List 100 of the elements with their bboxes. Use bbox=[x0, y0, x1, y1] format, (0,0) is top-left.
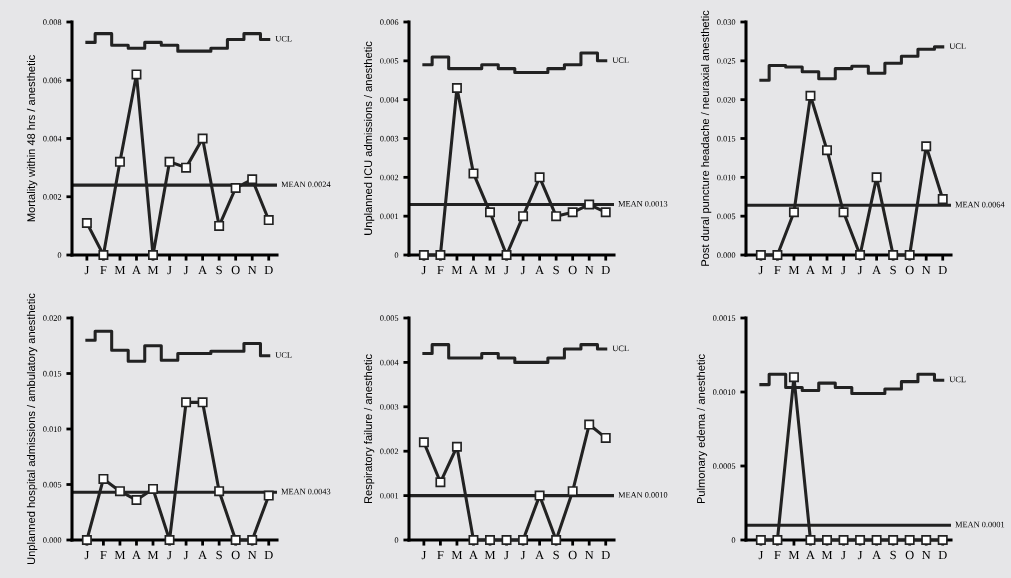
point bbox=[822, 145, 833, 156]
point bbox=[435, 249, 446, 261]
y-tick-label: 0.0005 bbox=[712, 463, 736, 470]
x-tick-label: A bbox=[469, 550, 478, 560]
point bbox=[131, 495, 142, 506]
y-tick-label: 0.020 bbox=[43, 315, 62, 322]
point bbox=[855, 249, 866, 261]
x-tick-label: S bbox=[553, 550, 559, 560]
y-tick-label: 0.002 bbox=[380, 174, 399, 181]
y-axis-title: Unplanned hospital admissions / ambulatory anesthetic bbox=[26, 293, 38, 565]
x-tick-label: O bbox=[568, 265, 577, 275]
y-tick-label: 0.010 bbox=[717, 174, 736, 181]
x-tick-label: J bbox=[758, 265, 764, 275]
point bbox=[485, 534, 496, 546]
y-tick-label: 0.004 bbox=[43, 135, 62, 142]
y-tick-label: 0.002 bbox=[380, 448, 399, 455]
y-tick-label: 0.004 bbox=[380, 359, 399, 366]
point bbox=[230, 183, 241, 194]
x-tick-label: O bbox=[231, 265, 240, 275]
x-tick-label: J bbox=[520, 265, 526, 275]
x-tick-label: M bbox=[484, 265, 496, 275]
x-tick-label: J bbox=[520, 550, 526, 560]
x-tick-label: M bbox=[484, 550, 496, 560]
point bbox=[451, 441, 462, 452]
x-tick-label: M bbox=[821, 550, 833, 560]
point bbox=[263, 490, 274, 501]
x-tick-label: O bbox=[905, 550, 914, 560]
point bbox=[247, 534, 258, 546]
point bbox=[214, 220, 225, 231]
x-tick-label: A bbox=[469, 265, 478, 275]
x-tick-label: A bbox=[198, 265, 208, 275]
x-tick-label: A bbox=[806, 265, 815, 275]
x-tick-label: J bbox=[167, 265, 172, 275]
x-tick-label: J bbox=[841, 550, 846, 560]
x-tick-label: O bbox=[905, 265, 914, 275]
x-tick-label: D bbox=[938, 550, 947, 560]
point bbox=[468, 534, 479, 546]
y-tick-label: 0.005 bbox=[717, 213, 736, 220]
point bbox=[772, 249, 783, 261]
point bbox=[148, 249, 159, 261]
y-tick-label: 0 bbox=[57, 252, 62, 258]
point bbox=[451, 83, 462, 94]
point bbox=[131, 69, 142, 80]
x-tick-label: N bbox=[585, 550, 594, 560]
point bbox=[164, 156, 175, 167]
x-tick-label: M bbox=[788, 550, 800, 560]
y-tick-label: 0.006 bbox=[43, 77, 62, 84]
y-tick-label: 0.001 bbox=[380, 213, 399, 220]
x-tick-label: D bbox=[938, 265, 947, 275]
ref-line-label: MEAN 0.0043 bbox=[281, 488, 331, 495]
y-tick-label: 0 bbox=[731, 537, 736, 543]
y-tick-label: 0.0010 bbox=[712, 389, 736, 396]
x-tick-label: F bbox=[100, 550, 107, 560]
x-tick-label: F bbox=[774, 550, 781, 560]
y-axis-title: Respiratory failure / anesthetic bbox=[363, 354, 375, 504]
point bbox=[888, 249, 899, 261]
x-tick-label: J bbox=[504, 550, 509, 560]
x-tick-label: J bbox=[504, 265, 509, 275]
point bbox=[904, 249, 915, 261]
x-tick-label: J bbox=[857, 550, 863, 560]
point bbox=[788, 207, 799, 218]
point bbox=[81, 534, 92, 546]
point bbox=[418, 249, 429, 261]
x-tick-label: N bbox=[585, 265, 594, 275]
series-label: UCL bbox=[949, 43, 966, 49]
point bbox=[937, 194, 948, 205]
y-tick-label: 0.005 bbox=[43, 481, 62, 488]
x-tick-label: S bbox=[553, 265, 559, 275]
point bbox=[551, 534, 562, 546]
point bbox=[181, 162, 192, 173]
ref-line-label: MEAN 0.0024 bbox=[281, 181, 331, 188]
y-tick-label: 0.000 bbox=[717, 252, 736, 259]
x-tick-label: F bbox=[437, 550, 444, 560]
point bbox=[230, 534, 241, 546]
point bbox=[148, 483, 159, 494]
x-tick-label: S bbox=[890, 550, 896, 560]
point bbox=[114, 486, 125, 497]
x-tick-label: N bbox=[248, 265, 257, 275]
point bbox=[197, 133, 208, 144]
y-tick-label: 0.008 bbox=[43, 19, 62, 26]
point bbox=[600, 432, 611, 443]
point bbox=[600, 207, 611, 218]
x-tick-label: J bbox=[421, 550, 427, 560]
x-tick-label: J bbox=[167, 550, 172, 560]
x-tick-label: J bbox=[857, 265, 863, 275]
ref-line-label: MEAN 0.0001 bbox=[955, 521, 1005, 528]
series-label: UCL bbox=[275, 35, 292, 42]
point bbox=[418, 437, 429, 448]
point bbox=[247, 174, 258, 185]
x-tick-label: F bbox=[774, 265, 781, 275]
x-tick-label: S bbox=[216, 550, 222, 560]
y-tick-label: 0.004 bbox=[380, 97, 399, 103]
point bbox=[551, 211, 562, 222]
x-tick-label: J bbox=[421, 265, 427, 275]
point bbox=[501, 534, 512, 546]
x-tick-label: O bbox=[231, 550, 240, 560]
point bbox=[501, 249, 512, 261]
series-label: UCL bbox=[612, 57, 629, 63]
x-tick-label: N bbox=[922, 265, 931, 275]
x-tick-label: A bbox=[872, 550, 882, 560]
